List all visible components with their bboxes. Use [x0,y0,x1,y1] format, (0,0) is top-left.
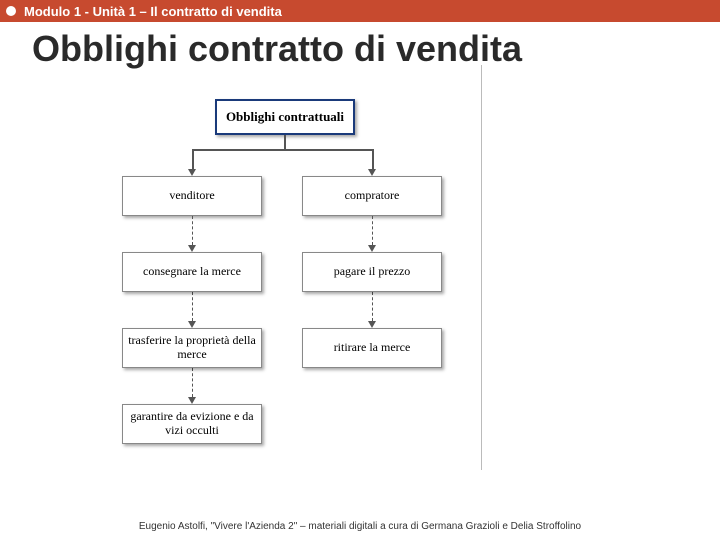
diagram: Obblighi contrattuali venditore comprato… [0,74,720,494]
arrow-icon [188,245,196,252]
arrow-icon [188,321,196,328]
connector [192,149,194,169]
node-label: trasferire la proprietà della merce [127,334,257,362]
node-label: pagare il prezzo [334,265,411,279]
connector-dashed [372,216,373,245]
connector [192,149,372,151]
node-trasferire: trasferire la proprietà della merce [122,328,262,368]
footer-credit: Eugenio Astolfi, "Vivere l'Azienda 2" – … [0,521,720,532]
node-root-label: Obblighi contrattuali [226,110,344,125]
node-venditore: venditore [122,176,262,216]
arrow-icon [368,321,376,328]
node-pagare: pagare il prezzo [302,252,442,292]
breadcrumb-bar: Modulo 1 - Unità 1 – Il contratto di ven… [0,0,720,22]
bullet-icon [6,6,16,16]
connector-dashed [192,216,193,245]
page-title: Obblighi contratto di vendita [32,28,688,70]
arrow-icon [368,245,376,252]
connector-dashed [192,292,193,321]
connector [284,135,286,149]
arrow-icon [368,169,376,176]
node-label: ritirare la merce [334,341,411,355]
breadcrumb-text: Modulo 1 - Unità 1 – Il contratto di ven… [24,4,282,19]
connector [372,149,374,169]
node-label: venditore [169,189,214,203]
title-bar: Obblighi contratto di vendita [0,22,720,74]
arrow-icon [188,397,196,404]
node-label: garantire da evizione e da vizi occulti [127,410,257,438]
node-garantire: garantire da evizione e da vizi occulti [122,404,262,444]
node-label: consegnare la merce [143,265,241,279]
node-root: Obblighi contrattuali [215,99,355,135]
arrow-icon [188,169,196,176]
node-consegnare: consegnare la merce [122,252,262,292]
vertical-separator [481,65,482,470]
node-label: compratore [345,189,400,203]
node-compratore: compratore [302,176,442,216]
node-ritirare: ritirare la merce [302,328,442,368]
connector-dashed [192,368,193,397]
connector-dashed [372,292,373,321]
